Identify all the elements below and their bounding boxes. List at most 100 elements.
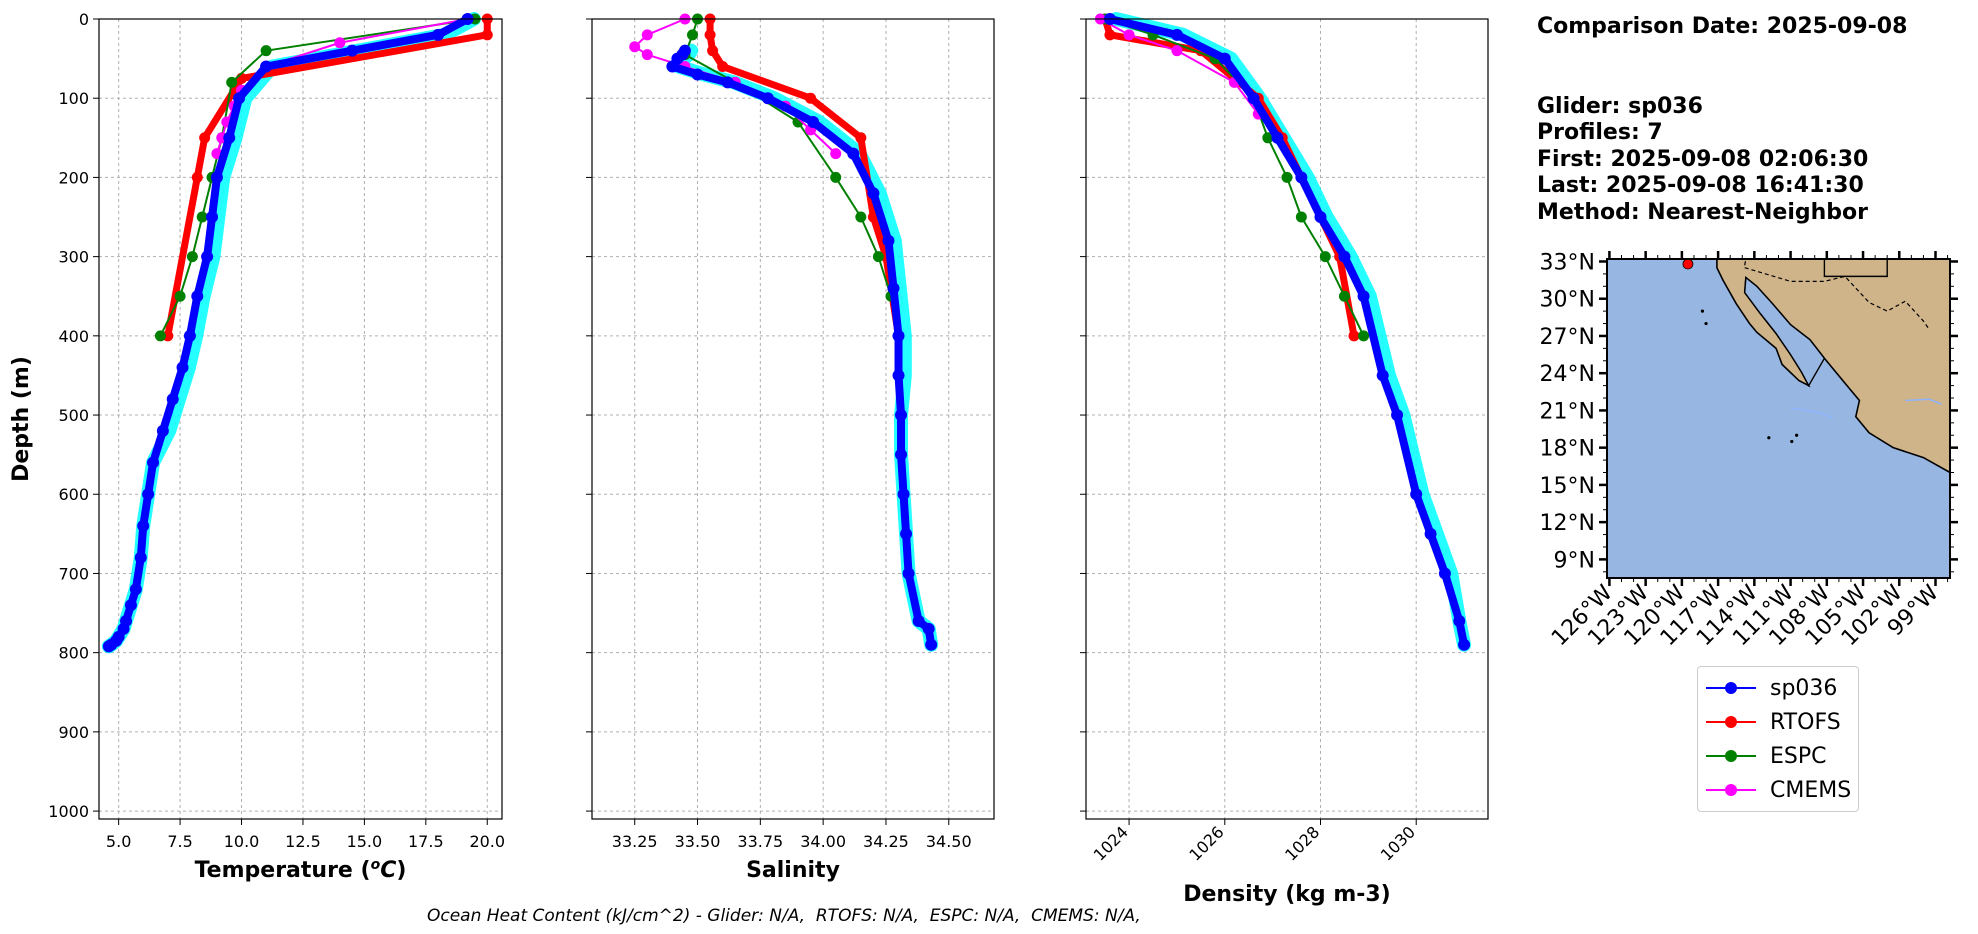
x-tick-label: 1024 [1090, 822, 1132, 864]
sp036-point [1218, 52, 1231, 65]
x-tick-label: 5.0 [106, 832, 131, 851]
lat-label: 27°N [1540, 325, 1595, 350]
espc-point [872, 251, 884, 263]
sp036-point [895, 448, 908, 461]
island [1795, 433, 1799, 437]
sp036-point [134, 551, 147, 564]
espc-point [154, 330, 166, 342]
x-axis-label: Temperature (oC) [195, 857, 407, 883]
sp036-point [882, 234, 895, 247]
espc-point [186, 251, 198, 263]
x-tick-label: 17.5 [408, 832, 444, 851]
sp036-spread-band [1109, 12, 1472, 652]
density-profile-chart: 1024 1026 1028 1030 Density (kg m-3) [1080, 12, 1489, 907]
sp036-point [912, 614, 925, 627]
rtofs-point [191, 171, 203, 183]
sp036-point [1338, 250, 1351, 263]
x-axis-label-part: ) [396, 858, 406, 883]
x-tick-label: 34.25 [863, 832, 909, 851]
legend-swatch-icon [1706, 784, 1756, 796]
lat-label: 9°N [1554, 548, 1595, 573]
sp036-point [892, 329, 905, 342]
temperature-profile-chart: 5.0 7.5 10.0 12.5 15.0 17.5 20.0 0 100 200 300 400 5… [9, 10, 505, 883]
x-tick-label: 15.0 [347, 832, 383, 851]
first-time: First: 2025-09-08 02:06:30 [1537, 146, 1869, 172]
rtofs-point [704, 29, 716, 41]
rtofs-point [717, 61, 729, 73]
sp036-point [887, 282, 900, 295]
sp036-point [201, 250, 214, 263]
sp036-point [137, 519, 150, 532]
sp036-point [691, 68, 704, 81]
legend: sp036 RTOFS ESPC CMEMS [1697, 666, 1859, 812]
y-axis-label: Depth (m) [9, 356, 34, 482]
sp036-point [1170, 28, 1183, 41]
sp036-point [1295, 171, 1308, 184]
axes-frame [591, 18, 995, 820]
espc-series-line [1104, 18, 1365, 337]
espc-point [1358, 330, 1370, 342]
island [1790, 439, 1794, 444]
sp036-point [807, 115, 820, 128]
sp036-point [191, 290, 204, 303]
y-tick-label: 500 [58, 406, 89, 425]
sp036-point [223, 131, 236, 144]
country-border [1744, 258, 1747, 266]
sp036-point [897, 488, 910, 501]
cmems-point [830, 148, 842, 160]
sp036-point [1410, 488, 1423, 501]
lat-label: 33°N [1540, 250, 1595, 275]
espc-point [1295, 211, 1307, 223]
rtofs-point [805, 92, 817, 104]
sp036-point [1247, 92, 1260, 105]
rtofs-point [481, 29, 493, 41]
glider-name: Glider: sp036 [1537, 93, 1703, 119]
x-tick-label: 34.50 [926, 832, 972, 851]
gulf-of-california [1743, 276, 1826, 388]
legend-label: ESPC [1770, 743, 1827, 769]
sp036-point [166, 393, 179, 406]
sp036-point [895, 409, 908, 422]
salinity-profile-chart: 33.25 33.50 33.75 34.00 34.25 34.50 Salinity [586, 13, 995, 883]
river [1790, 407, 1834, 419]
lat-label: 24°N [1540, 362, 1595, 387]
cmems-point [1171, 45, 1183, 57]
island [1767, 436, 1771, 440]
x-axis-label-part: C [380, 858, 396, 883]
espc-point [855, 211, 867, 223]
espc-point [174, 290, 186, 302]
rtofs-point [1104, 29, 1116, 41]
sp036-point [867, 187, 880, 200]
lat-label: 18°N [1540, 437, 1595, 462]
profile-count: Profiles: 7 [1537, 120, 1663, 145]
sp036-point [432, 28, 445, 41]
y-tick-label: 800 [58, 644, 89, 663]
x-tick-label: 1028 [1281, 822, 1323, 864]
sp036-point [1458, 638, 1471, 651]
sp036-point [102, 640, 115, 653]
x-tick-label: 12.5 [285, 832, 321, 851]
sp036-point [721, 76, 734, 89]
comparison-info: Comparison Date: 2025-09-08 Glider: sp03… [1537, 14, 1907, 226]
sp036-point [124, 599, 137, 612]
rtofs-point [1348, 330, 1360, 342]
x-tick-label: 33.75 [737, 832, 783, 851]
sp036-point [260, 60, 273, 73]
x-tick-label: 10.0 [224, 832, 260, 851]
legend-item-sp036: sp036 [1698, 671, 1858, 705]
lat-label: 30°N [1540, 288, 1595, 313]
espc-point [830, 171, 842, 183]
y-tick-label: 300 [58, 248, 89, 267]
sp036-point [1438, 567, 1451, 580]
lat-label: 12°N [1540, 511, 1595, 536]
spacer [1537, 67, 1907, 94]
rtofs-point [707, 45, 719, 57]
country-border [1744, 267, 1930, 331]
ocean-heat-content-note: Ocean Heat Content (kJ/cm^2) - Glider: N… [427, 906, 1141, 926]
sp036-point [176, 361, 189, 374]
sp036-point [922, 622, 935, 635]
glider-location-map: 33°N30°N27°N24°N21°N18°N15°N12°N9°N126°W… [1540, 250, 1958, 651]
sp036-point [233, 92, 246, 105]
x-axis-label: Salinity [746, 858, 840, 883]
